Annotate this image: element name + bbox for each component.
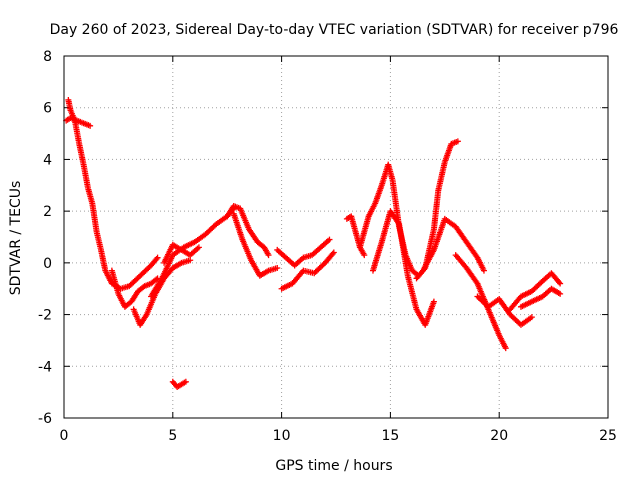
x-tick-label: 0 (60, 428, 69, 444)
series-sat-track-1 (65, 96, 161, 292)
data-point (556, 279, 563, 286)
data-point (265, 252, 272, 259)
series-sat-track-11 (278, 249, 337, 292)
grid-lines (64, 56, 608, 418)
series-sat-track-20 (517, 285, 564, 310)
axis-ticks (63, 55, 609, 419)
series-sat-track-2 (63, 115, 94, 129)
y-tick-label: 4 (43, 152, 52, 168)
data-point (330, 249, 337, 256)
data-point (430, 298, 437, 305)
data-point (153, 255, 160, 262)
series-sat-track-7 (169, 378, 189, 390)
tick-labels: 0 5 10 15 20 25 -6 -4 -2 0 2 4 6 8 (38, 49, 617, 444)
data-point (528, 314, 535, 321)
x-axis-label: GPS time / hours (275, 458, 392, 474)
x-tick-label: 15 (381, 428, 399, 444)
data-point (326, 236, 333, 243)
series-sat-track-19 (507, 270, 564, 313)
data-point (274, 265, 281, 272)
x-tick-label: 10 (273, 428, 291, 444)
data-point (480, 267, 487, 274)
y-tick-label: 6 (43, 101, 52, 117)
data-point (502, 345, 509, 352)
data-points (63, 96, 564, 390)
data-point (329, 250, 336, 257)
x-tick-label: 5 (168, 428, 177, 444)
series-sat-track-6 (161, 241, 202, 266)
data-point (154, 254, 161, 261)
series-sat-track-14 (369, 208, 437, 328)
data-point (195, 244, 202, 251)
series-sat-track-18 (474, 293, 535, 328)
data-point (182, 378, 189, 385)
series-sat-track-10 (274, 236, 333, 269)
y-tick-label: -4 (38, 359, 52, 375)
data-point (557, 280, 564, 287)
series-sat-track-12 (343, 213, 368, 259)
chart-title: Day 260 of 2023, Sidereal Day-to-day VTE… (50, 22, 619, 38)
x-tick-label: 25 (599, 428, 617, 444)
series-sat-track-17 (452, 252, 509, 352)
data-point (361, 252, 368, 259)
y-tick-label: -6 (38, 411, 52, 427)
series-sat-track-3 (108, 267, 161, 310)
y-tick-label: -2 (38, 308, 52, 324)
data-point (454, 138, 461, 145)
data-point (87, 122, 94, 129)
series-sat-track-8 (224, 202, 272, 259)
x-tick-label: 20 (490, 428, 508, 444)
y-tick-label: 8 (43, 49, 52, 65)
y-tick-label: 2 (43, 204, 52, 220)
data-point (557, 290, 564, 297)
y-tick-label: 0 (43, 256, 52, 272)
data-point (187, 257, 194, 264)
plot-frame (63, 55, 609, 419)
series-sat-track-16 (420, 215, 487, 274)
y-axis-label: SDTVAR / TECUs (8, 181, 24, 296)
series-sat-track-9 (230, 210, 281, 279)
